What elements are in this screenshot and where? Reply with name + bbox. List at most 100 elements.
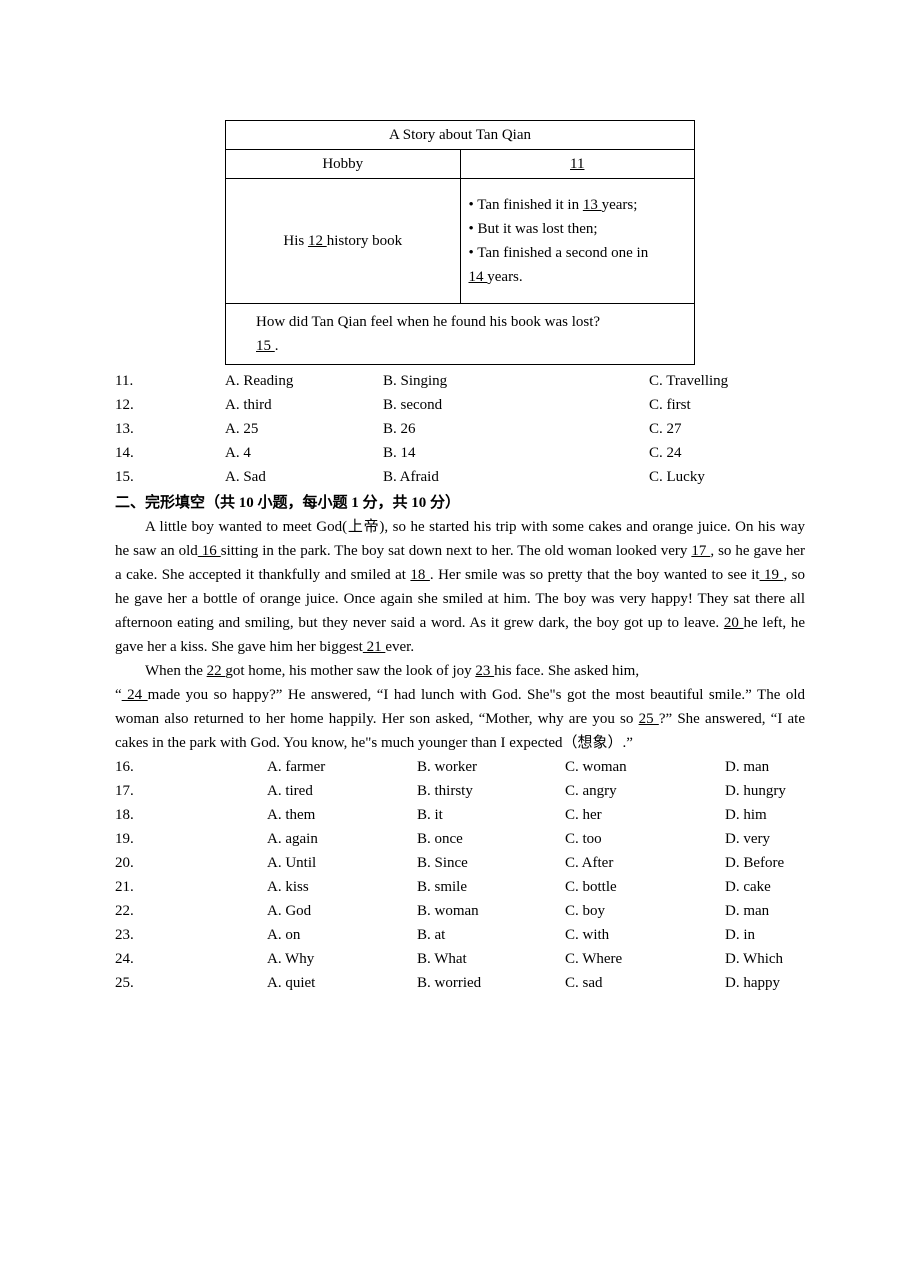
opt-d: D. hungry: [725, 779, 786, 803]
p1d: . Her smile was so pretty that the boy w…: [430, 567, 760, 583]
blank-13: 13: [583, 197, 602, 213]
blank-16: 16: [198, 543, 221, 559]
blank-15: 15: [256, 338, 275, 354]
bullet-1: Tan finished it in 13 years;: [469, 193, 687, 217]
option-row-22: 22. A. God B. woman C. boy D. man: [115, 899, 805, 923]
opt-num: 19.: [115, 827, 267, 851]
option-row-17: 17. A. tired B. thirsty C. angry D. hung…: [115, 779, 805, 803]
story-table: A Story about Tan Qian Hobby 11 His 12 h…: [225, 120, 695, 365]
opt-c: C. angry: [565, 779, 725, 803]
num-text: 16.: [115, 759, 134, 775]
opt-num: 21.: [115, 875, 267, 899]
blank-17: 17: [691, 543, 710, 559]
opt-b: B. worried: [417, 971, 565, 995]
opt-a: A. farmer: [267, 755, 417, 779]
blank-12: 12: [308, 233, 327, 249]
passage-p2: When the 22 got home, his mother saw the…: [115, 659, 805, 683]
num-text: 11.: [115, 373, 133, 389]
p1b: sitting in the park. The boy sat down ne…: [221, 543, 692, 559]
blank-22: 22: [207, 663, 226, 679]
p2a: When the: [145, 663, 207, 679]
opt-a: A. third: [225, 393, 383, 417]
option-row-12: 12. A. third B. second C. first: [115, 393, 805, 417]
opt-b: B. thirsty: [417, 779, 565, 803]
blank-14: 14: [469, 269, 488, 285]
opt-b: B. Singing: [383, 369, 649, 393]
opt-num: 12.: [115, 393, 225, 417]
option-row-23: 23. A. on B. at C. with D. in: [115, 923, 805, 947]
blank-20: 20: [724, 615, 744, 631]
book-pre: His: [283, 233, 308, 249]
opt-d: D. man: [725, 755, 769, 779]
opt-num: 15.: [115, 465, 225, 489]
opt-c: C. Lucky: [649, 465, 705, 489]
opt-a: A. God: [267, 899, 417, 923]
table-title-row: A Story about Tan Qian: [226, 121, 695, 150]
section-2-title: 二、完形填空（共 10 小题，每小题 1 分，共 10 分）: [115, 491, 805, 515]
option-row-13: 13. A. 25 B. 26 C. 27: [115, 417, 805, 441]
opt-b: B. it: [417, 803, 565, 827]
p3a: “: [115, 687, 122, 703]
q15-cell: How did Tan Qian feel when he found his …: [226, 304, 695, 365]
blank-21: 21: [363, 639, 386, 655]
q15-period: .: [275, 338, 279, 354]
num-text: 17.: [115, 783, 134, 799]
opt-d: D. man: [725, 899, 769, 923]
bullet-3: Tan finished a second one in 14 years.: [469, 241, 687, 289]
opt-b: B. woman: [417, 899, 565, 923]
opt-c: C. her: [565, 803, 725, 827]
p2b: got home, his mother saw the look of joy: [225, 663, 475, 679]
opt-b: B. worker: [417, 755, 565, 779]
table-title: A Story about Tan Qian: [226, 121, 695, 150]
opt-num: 25.: [115, 971, 267, 995]
opt-d: D. Before: [725, 851, 784, 875]
opt-b: B. second: [383, 393, 649, 417]
option-row-25: 25. A. quiet B. worried C. sad D. happy: [115, 971, 805, 995]
bullet-2: But it was lost then;: [469, 217, 687, 241]
opt-b: B. What: [417, 947, 565, 971]
q15-question: How did Tan Qian feel when he found his …: [256, 310, 694, 334]
option-row-20: 20. A. Until B. Since C. After D. Before: [115, 851, 805, 875]
blank-24: 24: [122, 687, 148, 703]
blank-25: 25: [639, 711, 659, 727]
opt-num: 14.: [115, 441, 225, 465]
opt-a: A. them: [267, 803, 417, 827]
opt-c: C. After: [565, 851, 725, 875]
opt-c: C. 24: [649, 441, 682, 465]
b1-post: years;: [602, 197, 638, 213]
hobby-label: Hobby: [226, 150, 461, 179]
opt-b: B. 14: [383, 441, 649, 465]
option-row-19: 19. A. again B. once C. too D. very: [115, 827, 805, 851]
opt-a: A. Until: [267, 851, 417, 875]
opt-b: B. smile: [417, 875, 565, 899]
p1g: ever.: [385, 639, 414, 655]
option-row-15: 15. A. Sad B. Afraid C. Lucky: [115, 465, 805, 489]
opt-a: A. 25: [225, 417, 383, 441]
opt-a: A. Why: [267, 947, 417, 971]
option-row-14: 14. A. 4 B. 14 C. 24: [115, 441, 805, 465]
table-row-book: His 12 history book Tan finished it in 1…: [226, 179, 695, 304]
opt-b: B. once: [417, 827, 565, 851]
option-row-18: 18. A. them B. it C. her D. him: [115, 803, 805, 827]
book-post: history book: [327, 233, 402, 249]
opt-num: 13.: [115, 417, 225, 441]
opt-a: A. kiss: [267, 875, 417, 899]
opt-a: A. Reading: [225, 369, 383, 393]
opt-num: 23.: [115, 923, 267, 947]
blank-18: 18: [410, 567, 429, 583]
passage-p1: A little boy wanted to meet God(上帝), so …: [115, 515, 805, 659]
opt-c: C. Travelling: [649, 369, 728, 393]
num-text: 12.: [115, 397, 134, 413]
opt-d: D. very: [725, 827, 770, 851]
p2c: his face. She asked him,: [494, 663, 639, 679]
blank-19: 19: [760, 567, 784, 583]
blank-23: 23: [475, 663, 494, 679]
option-row-16: 16. A. farmer B. worker C. woman D. man: [115, 755, 805, 779]
opt-b: B. 26: [383, 417, 649, 441]
opt-a: A. 4: [225, 441, 383, 465]
opt-a: A. quiet: [267, 971, 417, 995]
opt-num: 16.: [115, 755, 267, 779]
b3-post: years.: [487, 269, 522, 285]
option-row-21: 21. A. kiss B. smile C. bottle D. cake: [115, 875, 805, 899]
q15-answer: 15 .: [256, 334, 694, 358]
